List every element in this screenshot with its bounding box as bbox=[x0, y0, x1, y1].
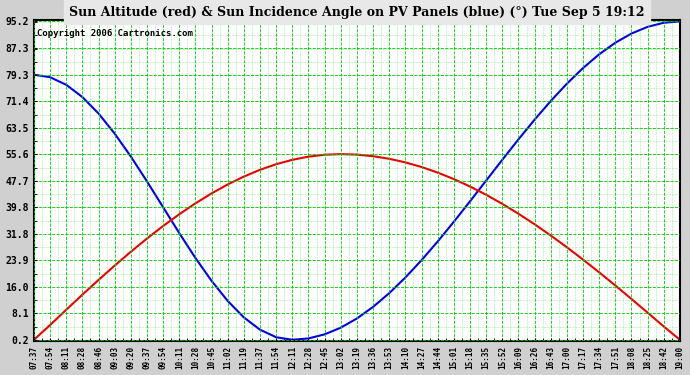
Title: Sun Altitude (red) & Sun Incidence Angle on PV Panels (blue) (°) Tue Sep 5 19:12: Sun Altitude (red) & Sun Incidence Angle… bbox=[69, 6, 644, 18]
Text: Copyright 2006 Cartronics.com: Copyright 2006 Cartronics.com bbox=[37, 29, 193, 38]
